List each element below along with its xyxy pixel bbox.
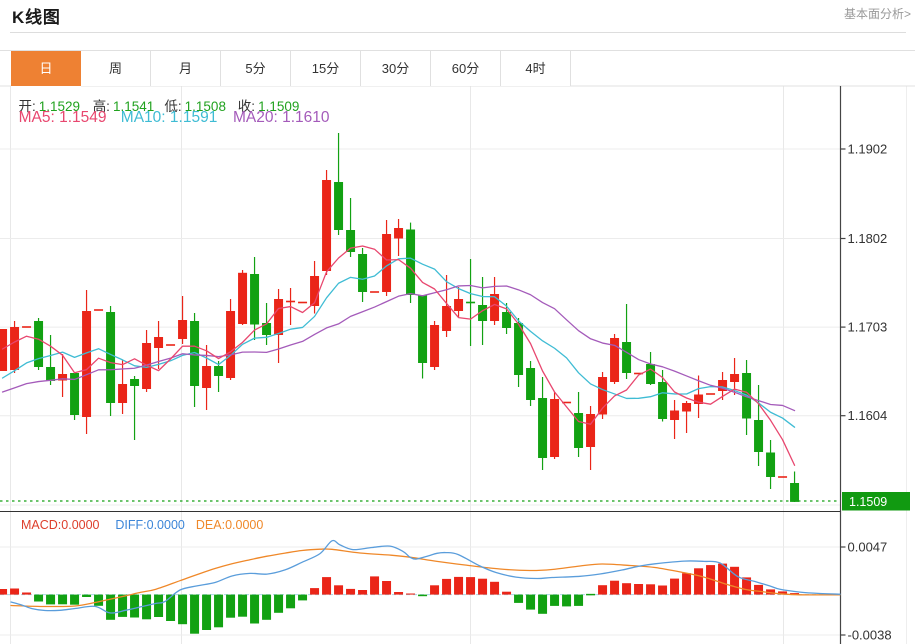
- svg-text:-0.0038: -0.0038: [848, 628, 892, 643]
- svg-text:1.1703: 1.1703: [848, 320, 888, 335]
- svg-text:1.1604: 1.1604: [848, 408, 888, 423]
- svg-text:1.1902: 1.1902: [848, 142, 888, 157]
- svg-text:0.0047: 0.0047: [848, 540, 888, 555]
- svg-text:1.1802: 1.1802: [848, 231, 888, 246]
- svg-text:1.1509: 1.1509: [849, 495, 887, 509]
